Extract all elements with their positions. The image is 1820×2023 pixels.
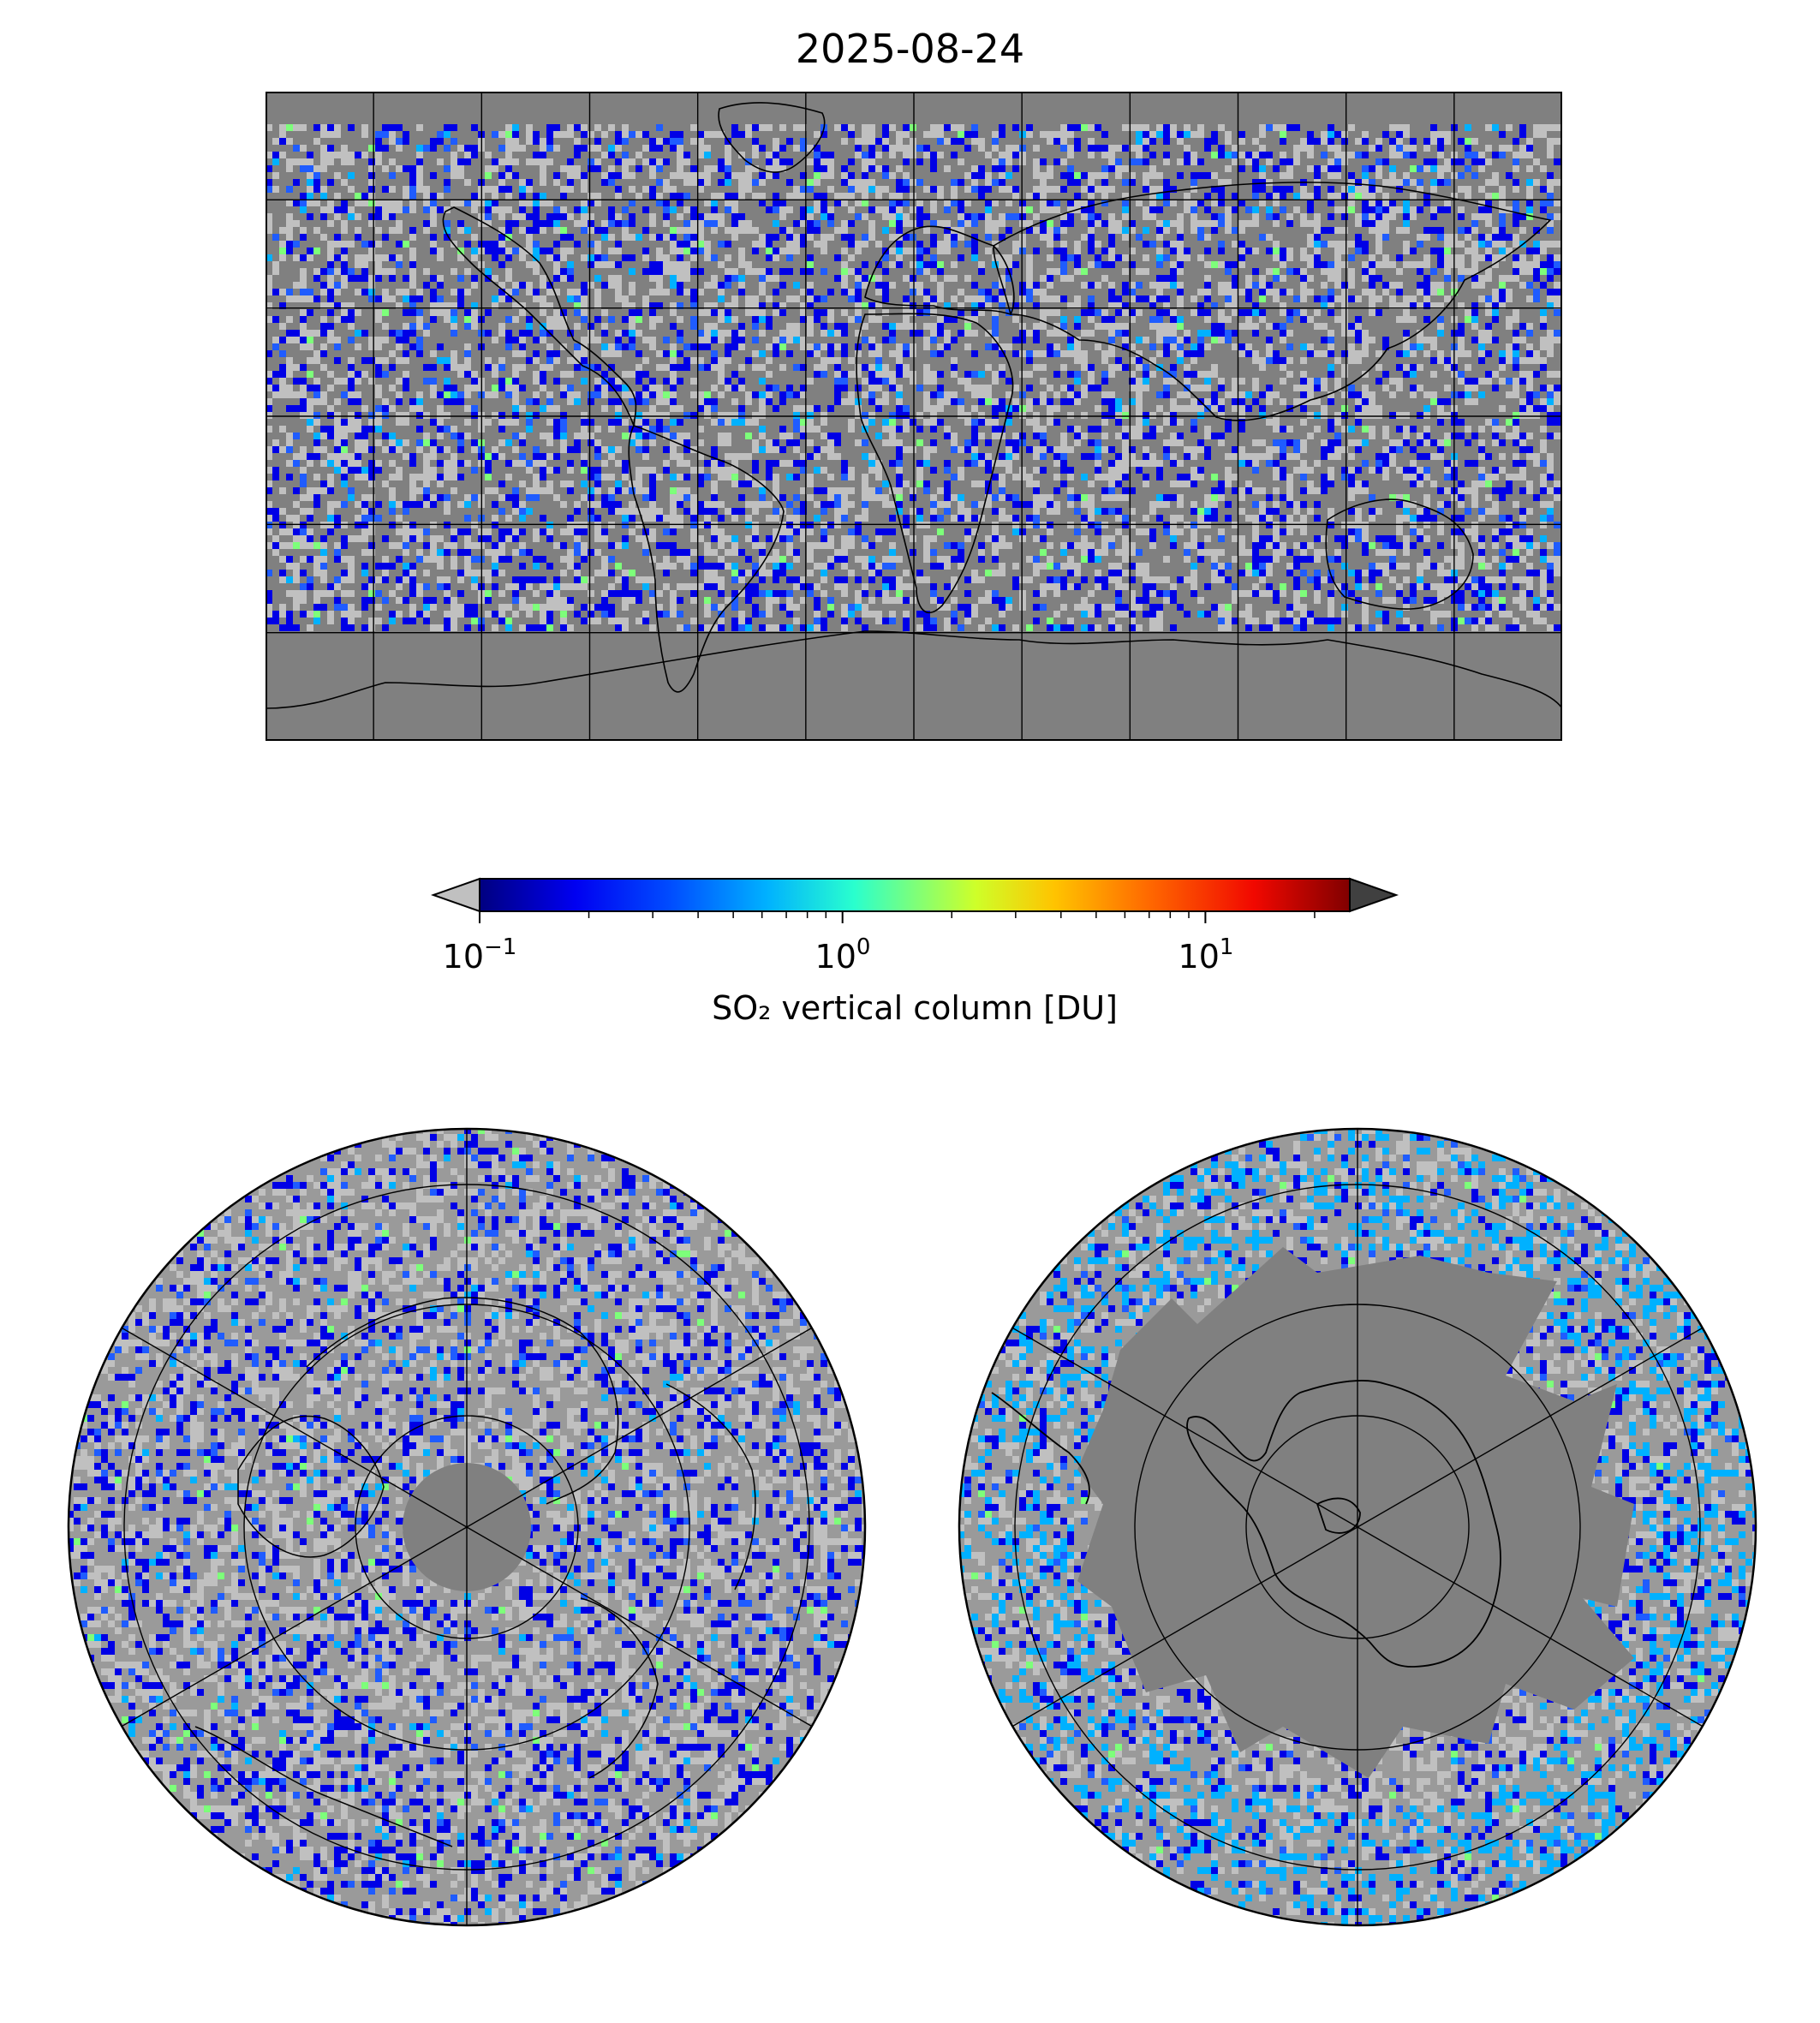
coast-europe — [864, 225, 1015, 315]
colorbar-under-extension — [430, 877, 480, 913]
coast-south-america — [628, 425, 785, 693]
gridlines — [266, 92, 1562, 741]
coastlines — [266, 102, 1562, 709]
colorbar-gradient — [479, 878, 1351, 912]
meridian — [466, 1321, 824, 1528]
meridian — [1357, 1526, 1715, 1734]
gridlines — [1000, 1130, 1715, 1925]
coast-antarctica — [266, 630, 1562, 709]
so2-data-layer — [266, 124, 1562, 631]
colorbar-tick-labels: 10−1 100 101 — [443, 934, 1234, 976]
meridian — [466, 1526, 824, 1734]
figure-title: 2025-08-24 — [795, 26, 1025, 72]
coast-antarctica — [1186, 1379, 1501, 1668]
colorbar-over-extension — [1349, 877, 1399, 913]
world-map — [266, 92, 1562, 741]
coast-greenland — [718, 102, 826, 173]
coastlines — [991, 1379, 1501, 1668]
missing-data-region — [1077, 1247, 1634, 1778]
meridian — [110, 1526, 468, 1734]
coast-australia — [1325, 498, 1474, 610]
coastlines — [194, 1297, 756, 1847]
colorbar-tick-label: 101 — [1179, 934, 1234, 976]
colorbar-tick-label: 100 — [815, 934, 871, 976]
meridian — [110, 1321, 468, 1528]
north-polar-map — [67, 1127, 867, 1927]
world-map-frame — [266, 92, 1562, 741]
south-polar-frame — [958, 1127, 1757, 1927]
colorbar-label: SO₂ vertical column [DU] — [712, 989, 1118, 1027]
north-polar-frame — [67, 1127, 867, 1927]
meridian — [1000, 1321, 1358, 1528]
coast-asia — [993, 182, 1552, 421]
colorbar: 10−1 100 101 SO₂ vertical column [DU] — [430, 877, 1399, 1027]
colorbar-tick-label: 10−1 — [443, 934, 517, 976]
gridlines — [110, 1130, 824, 1925]
colorbar-ticks — [479, 911, 1316, 923]
coast-africa — [856, 313, 1014, 613]
meridian — [1357, 1321, 1715, 1528]
meridian — [1000, 1526, 1358, 1734]
south-polar-map — [958, 1127, 1757, 1927]
